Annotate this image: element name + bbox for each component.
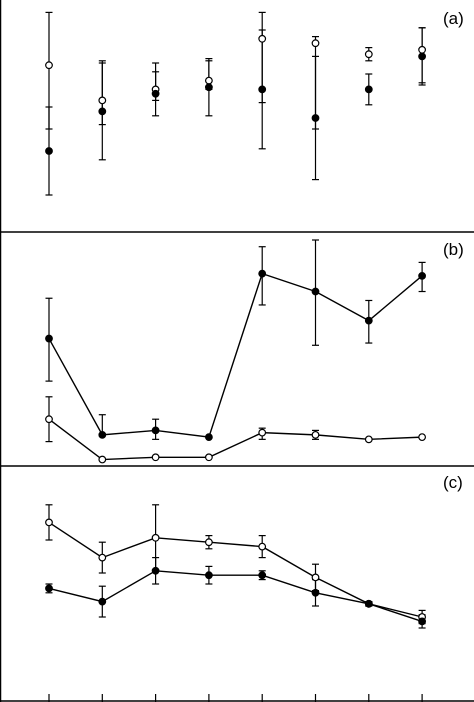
open-point: [311, 573, 320, 582]
open-point: [311, 39, 320, 48]
open-point: [151, 533, 160, 542]
panel-label-c: (c): [443, 473, 463, 492]
filled-point: [311, 287, 320, 296]
filled-point: [258, 269, 267, 278]
filled-point: [311, 588, 320, 597]
filled-point: [98, 430, 107, 439]
open-point: [258, 428, 267, 437]
open-point: [98, 455, 107, 464]
open-point: [258, 34, 267, 43]
filled-point: [418, 617, 427, 626]
filled-point: [45, 334, 53, 343]
filled-point: [364, 316, 373, 325]
open-point: [45, 415, 53, 424]
open-point: [98, 553, 107, 562]
panel-label-b: (b): [443, 240, 464, 259]
series-line: [48, 272, 423, 438]
open-point: [98, 96, 107, 105]
open-point: [151, 453, 160, 462]
open-point: [418, 433, 427, 442]
filled-point: [151, 89, 160, 98]
panel-a: (a): [45, 9, 464, 196]
open-point: [418, 45, 427, 54]
filled-point: [204, 433, 213, 442]
open-point: [45, 61, 53, 70]
series-line: [48, 418, 423, 461]
panel-c: (c): [45, 473, 463, 629]
filled-point: [258, 571, 267, 580]
filled-point: [418, 271, 427, 280]
open-point: [258, 542, 267, 551]
filled-point: [364, 599, 373, 608]
filled-point: [45, 147, 53, 155]
open-point: [364, 50, 373, 59]
panel-label-a: (a): [443, 9, 464, 28]
filled-point: [364, 85, 373, 94]
filled-point: [98, 107, 107, 116]
open-point: [204, 453, 213, 462]
filled-point: [45, 584, 53, 593]
filled-point: [258, 85, 267, 94]
filled-point: [204, 571, 213, 580]
filled-point: [151, 566, 160, 575]
open-point: [204, 538, 213, 547]
panel-b: (b): [45, 239, 464, 464]
open-point: [45, 518, 53, 527]
series-line: [48, 570, 423, 623]
filled-point: [204, 83, 213, 92]
filled-point: [311, 114, 320, 122]
filled-point: [98, 597, 107, 606]
open-point: [364, 435, 373, 444]
series-line: [48, 521, 423, 618]
series-0: [45, 239, 426, 440]
open-point: [204, 76, 213, 85]
open-point: [311, 430, 320, 439]
filled-point: [418, 52, 427, 61]
filled-point: [151, 426, 160, 435]
